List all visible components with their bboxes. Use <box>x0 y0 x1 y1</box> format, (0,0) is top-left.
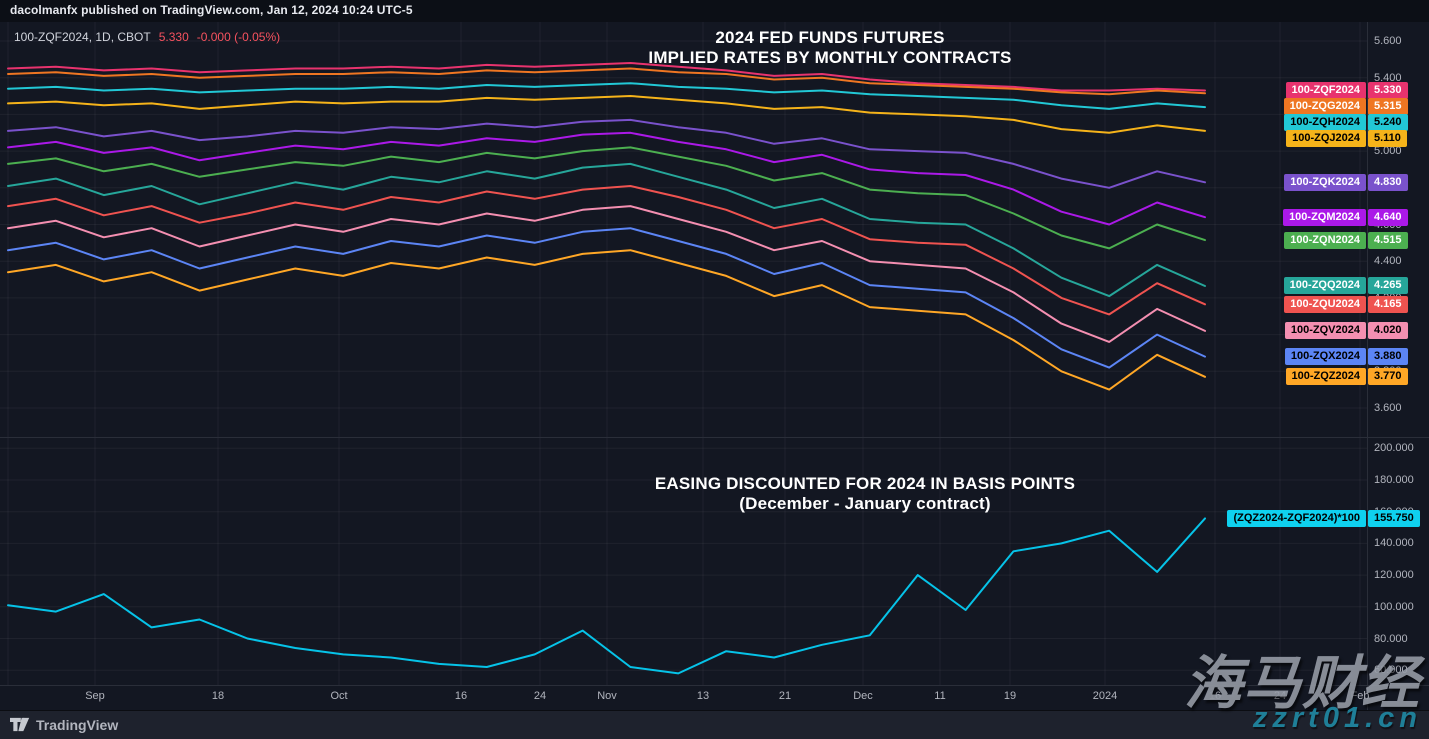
time-axis-label: 21 <box>778 690 792 702</box>
contract-label-badge: 100-ZQM2024 <box>1283 208 1366 226</box>
time-axis-label: Dec <box>853 690 873 702</box>
watermark-chinese: 海马财经 <box>1183 651 1420 716</box>
contract-value-badge: 5.330 <box>1368 82 1408 100</box>
contract-value-badge: 4.265 <box>1368 277 1408 295</box>
symbol-legend[interactable]: 100-ZQF2024, 1D, CBOT 5.330 -0.000 (-0.05%… <box>14 30 280 44</box>
contract-label-badge: 100-ZQQ2024 <box>1283 277 1366 295</box>
contract-value-badge: 4.830 <box>1368 173 1408 191</box>
bottom-pane-title: EASING DISCOUNTED FOR 2024 IN BASIS POIN… <box>565 474 1165 513</box>
price-axis-label: 5.400 <box>1374 71 1402 84</box>
contract-value-badge: 5.315 <box>1368 98 1408 116</box>
contract-value-badge: 4.020 <box>1368 322 1408 340</box>
contract-value-badge: 5.240 <box>1368 114 1408 132</box>
top-pane-title-line1: 2024 FED FUNDS FUTURES <box>715 28 945 47</box>
price-axis-label: 5.600 <box>1374 35 1402 47</box>
price-axis-label: 3.600 <box>1374 402 1402 414</box>
series-100-zqm2024 <box>7 131 1206 226</box>
series--zqz2024-zqf2024-100 <box>7 517 1206 675</box>
contract-label-badge: 100-ZQU2024 <box>1284 295 1366 313</box>
tradingview-logo-link[interactable]: TradingView <box>10 716 118 733</box>
contract-value-badge: 3.770 <box>1368 368 1408 386</box>
contract-label-badge: 100-ZQK2024 <box>1284 173 1366 191</box>
attribution-bar: dacolmanfx published on TradingView.com,… <box>0 0 1429 22</box>
attribution-text: dacolmanfx published on TradingView.com,… <box>10 3 413 17</box>
time-axis-label: Nov <box>597 690 617 702</box>
contract-value-badge: 3.880 <box>1368 348 1408 366</box>
watermark-url: zzrt01.cn <box>1252 702 1422 734</box>
series-100-zqv2024 <box>7 205 1206 343</box>
contract-label-badge: 100-ZQV2024 <box>1284 322 1366 340</box>
series-100-zqh2024 <box>7 82 1206 110</box>
tradingview-logo-icon <box>10 717 30 732</box>
series-100-zqz2024 <box>7 249 1206 391</box>
tradingview-brand-text: TradingView <box>36 716 119 733</box>
price-axis-label: 80.000 <box>1374 632 1408 645</box>
price-axis-label: 140.000 <box>1374 537 1414 550</box>
price-axis-label: 180.000 <box>1374 474 1414 486</box>
price-change: -0.000 (-0.05%) <box>196 30 281 44</box>
contract-label-badge: (ZQZ2024-ZQF2024)*100 <box>1227 509 1366 527</box>
time-axis-label: 13 <box>696 690 710 702</box>
contract-label-badge: 100-ZQF2024 <box>1285 82 1366 100</box>
footer-bar: TradingView <box>0 710 1429 739</box>
contract-label-badge: 100-ZQG2024 <box>1283 98 1366 116</box>
contract-value-badge: 5.110 <box>1368 130 1407 148</box>
price-axis-label: 60.000 <box>1374 664 1408 677</box>
series-100-zqq2024 <box>7 162 1206 298</box>
last-price: 5.330 <box>158 30 189 44</box>
contract-label-badge: 100-ZQX2024 <box>1284 348 1366 366</box>
series-100-zqf2024 <box>7 62 1206 92</box>
price-axis-label: 120.000 <box>1374 569 1414 582</box>
time-axis-label: Feb <box>1350 690 1370 702</box>
bottom-pane-title-line2: (December - January contract) <box>739 493 991 513</box>
series-100-zqj2024 <box>7 95 1206 134</box>
top-pane-title: 2024 FED FUNDS FUTURES IMPLIED RATES BY … <box>530 28 1130 67</box>
series-100-zqg2024 <box>7 67 1206 96</box>
time-axis-label: 18 <box>211 690 225 702</box>
price-axis-label: 200.000 <box>1374 442 1414 455</box>
contract-value-badge: 4.165 <box>1368 295 1408 313</box>
time-axis-label: 16 <box>454 690 468 702</box>
time-axis-label: 2024 <box>1092 690 1118 702</box>
series-100-zqu2024 <box>7 185 1206 316</box>
time-axis-label: 24 <box>533 690 547 702</box>
contract-label-badge: 100-ZQJ2024 <box>1286 130 1366 148</box>
time-axis-label: 16 <box>1208 690 1222 702</box>
time-axis-label: 24 <box>1273 690 1287 702</box>
price-axis-label: 4.400 <box>1374 255 1402 268</box>
top-pane-title-line2: IMPLIED RATES BY MONTHLY CONTRACTS <box>648 47 1012 67</box>
bottom-pane-title-line1: EASING DISCOUNTED FOR 2024 IN BASIS POIN… <box>654 474 1076 493</box>
time-axis-label: 11 <box>934 690 946 702</box>
contract-label-badge: 100-ZQZ2024 <box>1285 368 1366 386</box>
time-axis-label: Oct <box>330 690 348 702</box>
contract-value-badge: 4.640 <box>1368 208 1408 226</box>
time-axis-label: Sep <box>85 690 105 702</box>
price-axis-label: 100.000 <box>1374 600 1414 613</box>
series-100-zqn2024 <box>7 146 1206 250</box>
contract-value-badge: 155.750 <box>1368 509 1420 527</box>
series-100-zqk2024 <box>7 118 1206 189</box>
symbol-name[interactable]: 100-ZQF2024, 1D, CBOT <box>14 30 151 44</box>
series-100-zqx2024 <box>7 227 1206 369</box>
time-axis-label: 19 <box>1003 690 1017 702</box>
price-axis-label: 5.000 <box>1374 145 1402 158</box>
contract-label-badge: 100-ZQH2024 <box>1284 114 1366 132</box>
contract-value-badge: 4.515 <box>1368 231 1408 249</box>
contract-label-badge: 100-ZQN2024 <box>1284 231 1366 249</box>
